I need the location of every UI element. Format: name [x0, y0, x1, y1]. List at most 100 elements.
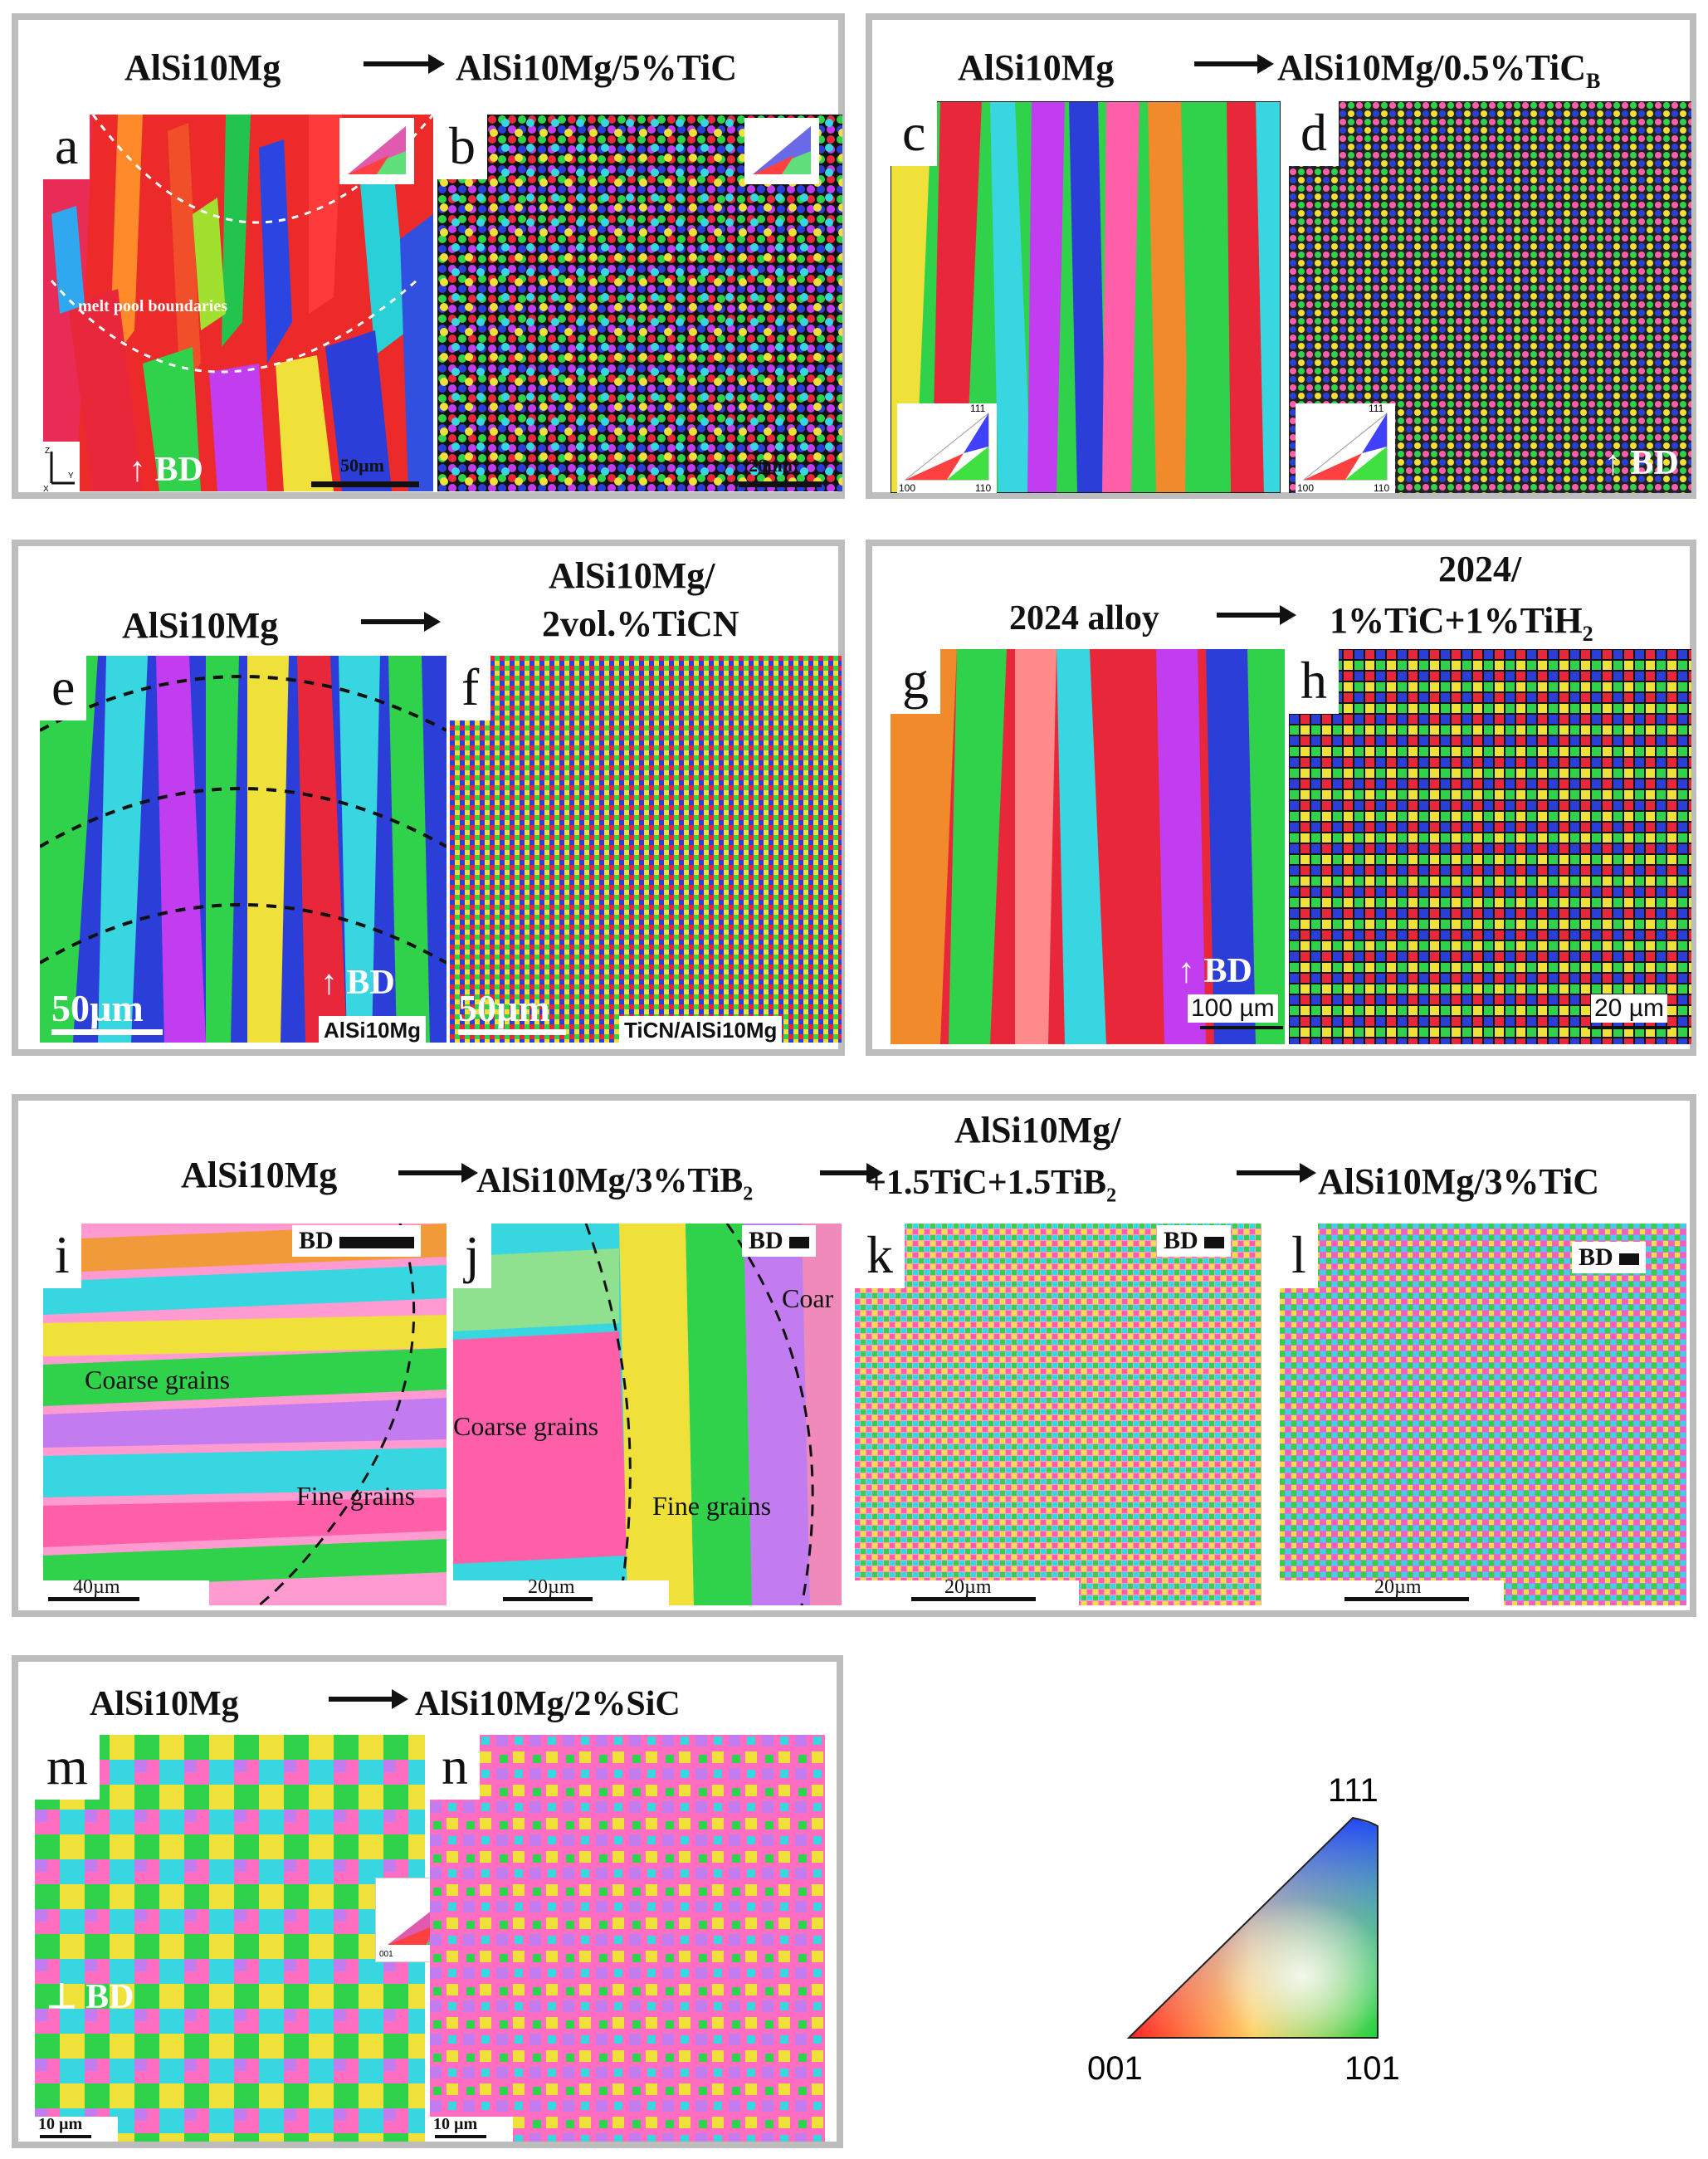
panel-label-d: d: [1289, 101, 1339, 166]
ebsd-map-b: [437, 115, 842, 491]
build-direction-box-l: BD: [1572, 1242, 1647, 1273]
title-2vol-ticn: 2vol.%TiCN: [542, 603, 739, 644]
panel-label-n: n: [430, 1735, 480, 1800]
scale-text-h: 20 µm: [1591, 994, 1667, 1023]
title-alsi10mg-0-5tic: AlSi10Mg/0.5%TiCB: [1277, 47, 1601, 93]
title-alsi10mg-5tic: AlSi10Mg/5%TiC: [456, 47, 738, 88]
scale-bar-h: [1588, 1026, 1671, 1029]
build-direction-label-m: ⊥ BD: [46, 1978, 134, 2016]
svg-text:Z: Z: [45, 447, 50, 456]
coarse-grains-label-j: Coarse grains: [453, 1411, 599, 1441]
title-k-line1: AlSi10Mg/: [954, 1110, 1121, 1150]
panel-ab: AlSi10Mg AlSi10Mg/5%TiC a melt pool boun…: [12, 13, 845, 499]
arrow: [1194, 54, 1274, 74]
scale-text-j: 20µm: [528, 1576, 575, 1598]
panel-label-c: c: [891, 101, 938, 166]
grain-map-b: [437, 115, 842, 491]
ebsd-map-k: [855, 1224, 1261, 1605]
scale-box-i: [43, 1580, 209, 1605]
arrow: [820, 1163, 883, 1183]
svg-text:111: 111: [970, 403, 986, 414]
ipf-legend-d: 111 100 110: [1296, 403, 1395, 494]
scale-bar-e: [51, 1029, 163, 1035]
ipf-legend-b: [744, 118, 819, 184]
axis-triad-a: Z Y X: [43, 442, 80, 494]
arrow: [398, 1163, 478, 1183]
svg-text:110: 110: [1374, 482, 1389, 493]
scale-text-m: 10 µm: [38, 2115, 83, 2133]
grain-map-e: [40, 656, 447, 1043]
panel-mn: AlSi10Mg AlSi10Mg/2%SiC m ⊥ BD 111 001 1…: [12, 1655, 843, 2148]
svg-text:X: X: [43, 485, 49, 491]
panel-label-l: l: [1280, 1224, 1318, 1288]
grain-map-m: [35, 1735, 425, 2142]
ebsd-map-m: [35, 1735, 425, 2142]
title-1tic-1tih2: 1%TiC+1%TiH2: [1330, 600, 1593, 646]
panel-label-g: g: [891, 649, 940, 714]
ebsd-map-l: [1280, 1224, 1686, 1605]
svg-text:100: 100: [1297, 482, 1314, 493]
ipf-legend-c: 111 100 110: [897, 403, 997, 494]
panel-label-j: j: [453, 1224, 491, 1288]
arrow: [364, 54, 445, 74]
panel-gh: 2024 alloy 2024/ 1%TiC+1%TiH2 g ↑ BD 100…: [866, 540, 1696, 1056]
grain-map-j: [453, 1224, 842, 1605]
coarse-grains-label-i: Coarse grains: [85, 1365, 231, 1395]
panel-label-m: m: [35, 1735, 100, 1800]
title-l: AlSi10Mg/3%TiC: [1318, 1161, 1600, 1202]
ipf-key-label-001: 001: [1087, 2050, 1143, 2087]
title-alsi10mg-slash: AlSi10Mg/: [549, 555, 715, 596]
scale-text-g: 100 µm: [1188, 994, 1278, 1023]
title-alsi10mg-m: AlSi10Mg: [90, 1685, 239, 1723]
title-alsi10mg-c: AlSi10Mg: [958, 47, 1115, 88]
melt-pool-boundaries-label: melt pool boundaries: [78, 297, 228, 315]
scale-text-a: 50µm: [340, 455, 385, 476]
grain-map-f: [450, 656, 842, 1043]
grain-map-l: [1280, 1224, 1686, 1605]
scale-box-l: [1280, 1580, 1504, 1605]
scale-bar-n: [435, 2135, 486, 2138]
scale-bar-g: [1200, 1026, 1283, 1029]
panel-label-h: h: [1289, 649, 1339, 714]
title-k-line2: +1.5TiC+1.5TiB2: [866, 1164, 1117, 1207]
build-direction-label-d: ↑ BD: [1604, 444, 1679, 482]
panel-label-k: k: [855, 1224, 905, 1288]
arrow: [1217, 605, 1296, 625]
panel-ef: AlSi10Mg AlSi10Mg/ 2vol.%TiCN e ↑ BD 50µ…: [12, 540, 845, 1056]
fine-grains-label-j: Fine grains: [652, 1491, 772, 1521]
title-alsi10mg: AlSi10Mg: [124, 47, 281, 88]
scale-bar-f: [458, 1029, 566, 1035]
title-alsi10mg-2sic: AlSi10Mg/2%SiC: [415, 1685, 681, 1723]
build-direction-label-a: ↑ BD: [129, 451, 203, 489]
ipf-key-label-101: 101: [1344, 2050, 1400, 2087]
scale-text-l: 20µm: [1374, 1576, 1422, 1598]
title-j: AlSi10Mg/3%TiB2: [476, 1162, 754, 1205]
grain-map-n: [430, 1735, 825, 2142]
ebsd-map-j: [453, 1224, 842, 1605]
scale-text-e: 50µm: [51, 987, 144, 1029]
panel-label-a: a: [43, 115, 90, 179]
build-direction-box-i: BD: [292, 1225, 422, 1257]
build-direction-label-g: ↑ BD: [1178, 952, 1252, 990]
panel-ijkl: AlSi10Mg AlSi10Mg/3%TiB2 AlSi10Mg/ +1.5T…: [12, 1094, 1696, 1617]
scale-bar-b: [739, 481, 822, 487]
scale-text-k: 20µm: [944, 1576, 992, 1598]
svg-text:001: 001: [379, 1950, 393, 1959]
ipf-color-key: 111 001 101: [1079, 1760, 1427, 2100]
build-direction-box-k: BD: [1157, 1225, 1232, 1257]
ipf-key-label-111: 111: [1328, 1772, 1379, 1809]
title-alsi10mg-e: AlSi10Mg: [122, 605, 279, 646]
ebsd-map-i: [43, 1224, 447, 1605]
title-2024-alloy: 2024 alloy: [1009, 599, 1159, 637]
svg-text:111: 111: [1369, 403, 1384, 414]
grain-map-h: [1289, 649, 1691, 1044]
ebsd-map-g: [891, 649, 1285, 1044]
coarse-grains-label-j2: Coar: [782, 1283, 834, 1313]
scale-box-k: [855, 1580, 1079, 1605]
sample-label-e: AlSi10Mg: [319, 1016, 427, 1045]
grain-map-g: [891, 649, 1285, 1044]
scale-text-f: 50µm: [458, 987, 550, 1029]
ebsd-map-h: [1289, 649, 1691, 1044]
build-direction-label-e: ↑ BD: [320, 964, 395, 1002]
panel-label-b: b: [437, 115, 487, 179]
